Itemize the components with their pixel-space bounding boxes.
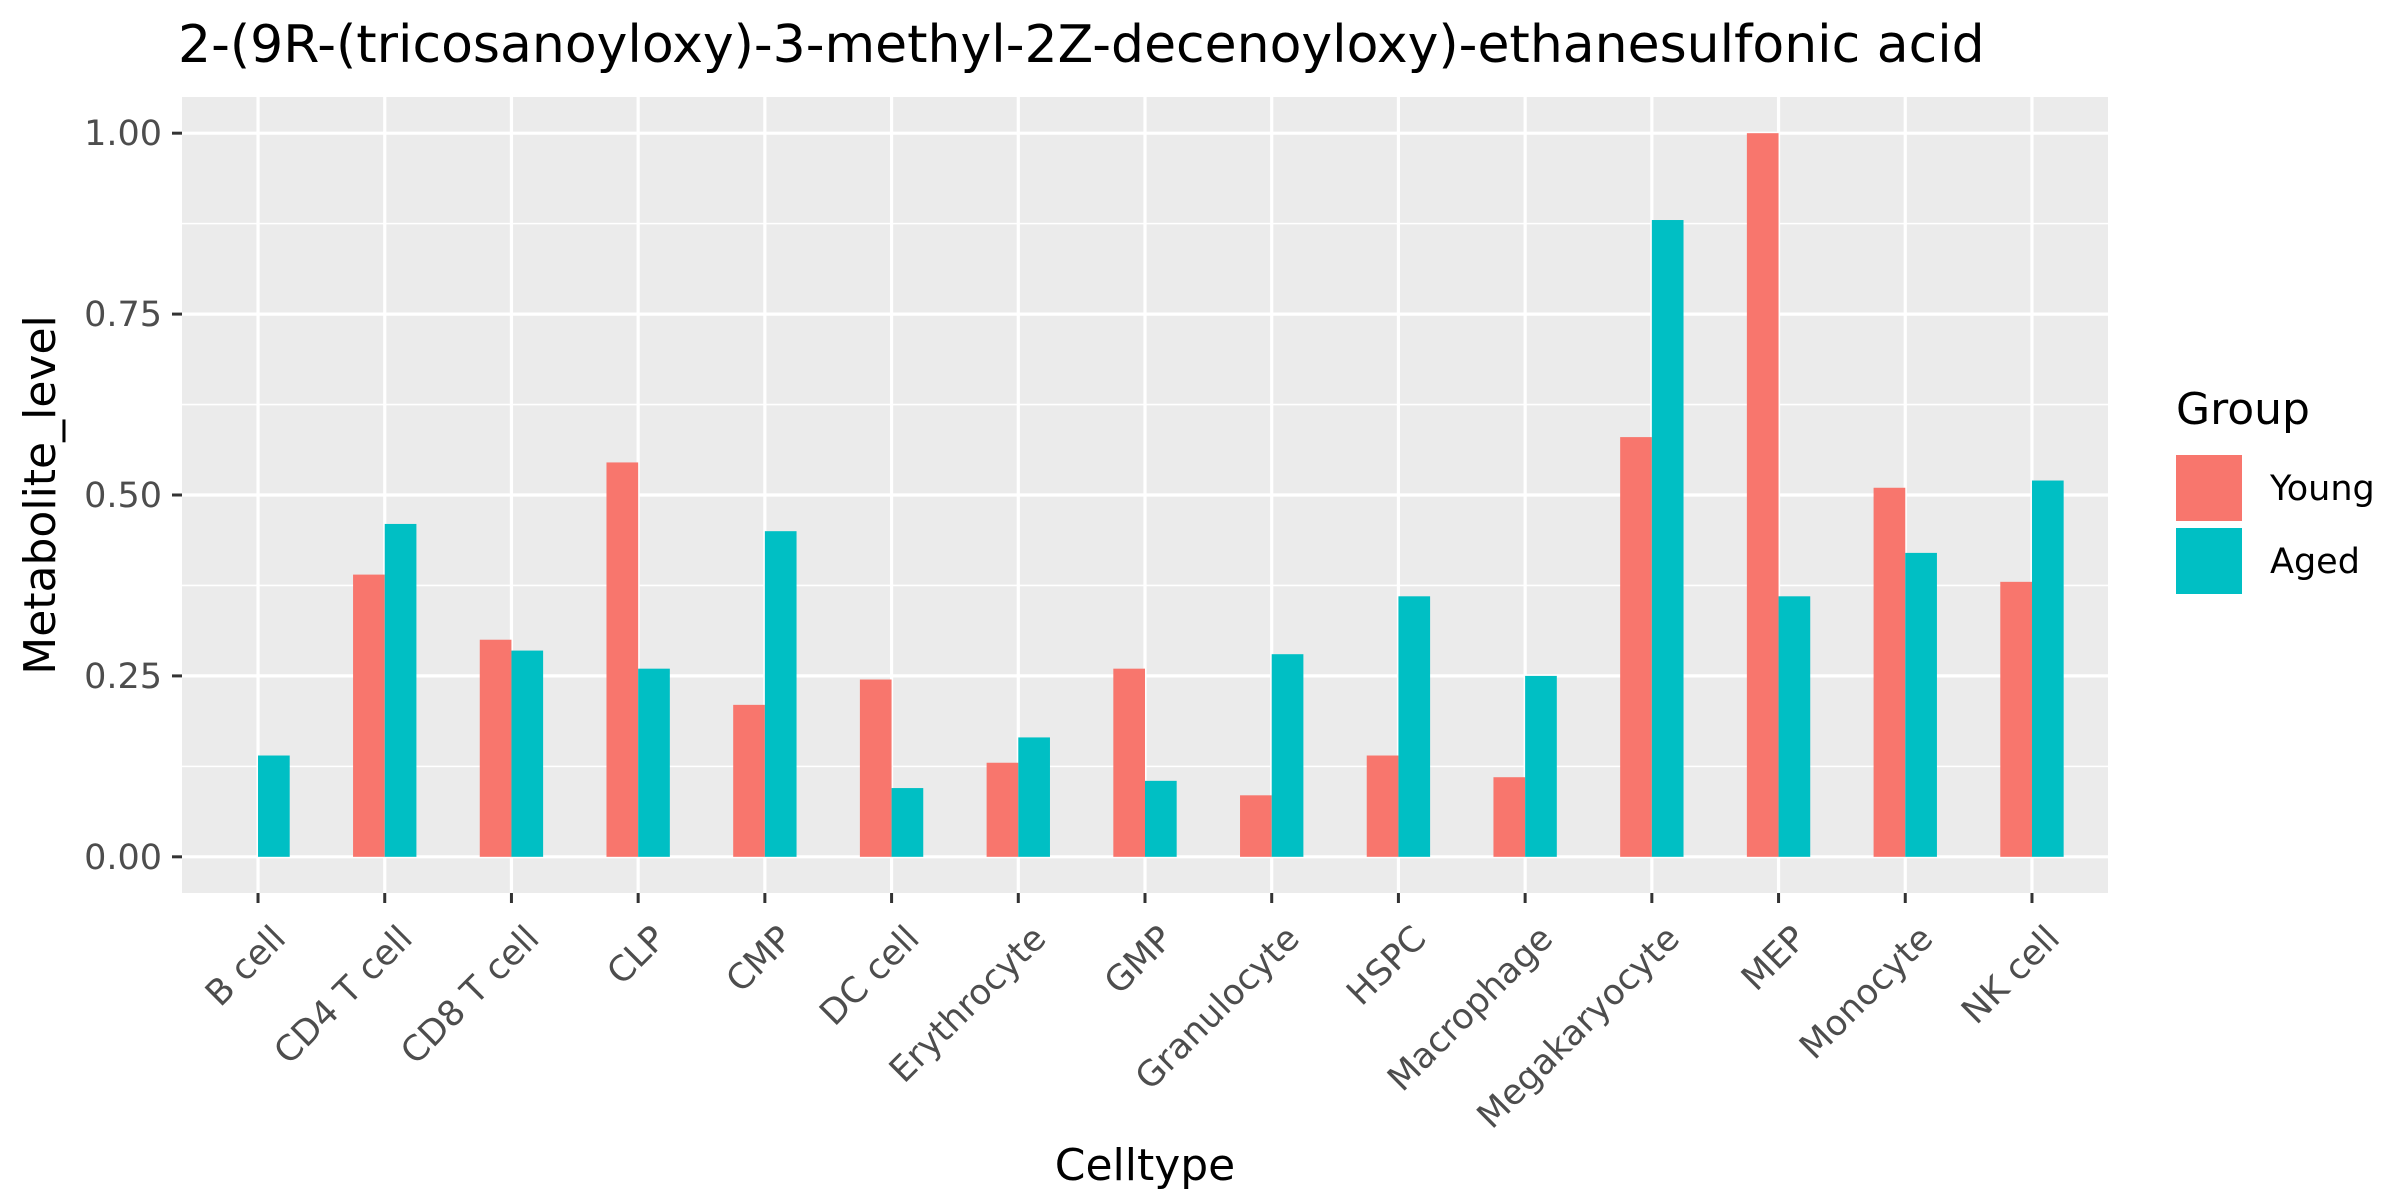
bar-young [859,679,892,857]
y-axis-title: Metabolite_level [15,315,66,675]
chart-title: 2-(9R-(tricosanoyloxy)-3-methyl-2Z-decen… [178,15,1985,75]
bars [258,133,2064,857]
legend-key-aged [2176,528,2242,594]
y-tick-label: 0.25 [84,657,162,697]
bar-young [1366,755,1399,857]
bar-aged [1905,552,1937,857]
bar-aged [1778,596,1811,857]
bar-aged [1525,675,1557,857]
bar-aged [1398,596,1431,857]
y-tick-label: 0.75 [84,295,162,335]
legend-label-young: Young [2269,469,2375,509]
bar-aged [258,755,290,857]
y-tick-label: 1.00 [84,114,162,154]
y-axis: 0.00 0.25 0.50 0.75 1.00 [84,114,182,878]
bar-aged [384,523,417,857]
bar-young [1113,668,1145,857]
bar-aged [891,788,924,857]
bar-young [353,574,385,857]
bar-aged [1145,780,1177,857]
legend: Group Young Aged [2176,384,2375,594]
bar-young [986,762,1019,857]
bar-young [606,462,639,857]
y-tick-label: 0.00 [84,838,162,878]
bar-aged [764,531,797,857]
bar-aged [1651,220,1684,857]
bar-aged [511,650,544,857]
bar-young [1620,437,1652,857]
legend-title: Group [2176,384,2310,435]
bar-young [479,639,512,857]
bar-aged [1271,654,1304,857]
y-tick-label: 0.50 [84,476,162,516]
bar-young [1493,777,1526,857]
legend-label-aged: Aged [2270,542,2360,582]
bar-aged [2031,480,2064,857]
bar-young [733,704,765,857]
bar-aged [638,668,670,857]
bar-young [1873,487,1906,857]
bar-young [1240,795,1272,857]
bar-young [2000,581,2032,857]
bar-aged [1018,737,1050,857]
bar-young [1746,133,1779,857]
x-axis-title: Celltype [1055,1140,1236,1191]
legend-key-young [2176,455,2242,521]
